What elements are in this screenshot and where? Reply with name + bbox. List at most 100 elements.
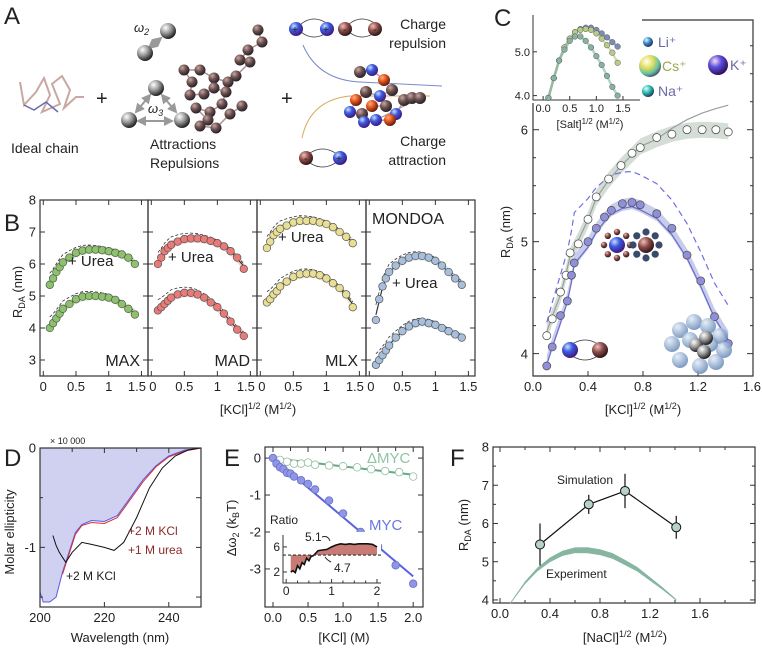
- data-point: [266, 237, 275, 246]
- data-point: [616, 161, 626, 170]
- subplot-label: MONDOA: [372, 211, 444, 228]
- y-tick-label: 7: [29, 225, 36, 240]
- x-tick-label: 0.0: [491, 606, 509, 621]
- data-point: [617, 199, 627, 208]
- y-tick-label: 6: [521, 123, 528, 138]
- data-point: [324, 461, 334, 470]
- data-point: [635, 200, 645, 210]
- plot-frame: [39, 447, 202, 608]
- panel-d-y-multiplier: × 10 000: [50, 436, 85, 446]
- panel-f-chart: 0.0 0.4 0.8 1.2 1.6 4 5 6 7 8: [482, 440, 756, 621]
- data-point: [593, 53, 600, 60]
- x-tick-label: 0.5: [393, 379, 411, 394]
- data-point: [609, 49, 616, 56]
- contact-ion-pair-illustration: [562, 339, 608, 361]
- data-point: [583, 214, 593, 224]
- hydrated-ion-pair-illustration: [600, 228, 663, 262]
- data-point: [614, 92, 621, 99]
- panel-c-inset-x-axis-label: [Salt]1/2 (M1/2): [557, 117, 624, 131]
- data-point: [233, 325, 242, 334]
- myc-label: MYC: [369, 517, 403, 534]
- x-tick-label: 0.8: [591, 606, 609, 621]
- data-point: [710, 312, 719, 322]
- x-tick-label: 1.2: [641, 606, 659, 621]
- y-tick-label: 5: [29, 289, 36, 304]
- water-molecule: [622, 232, 630, 240]
- minus-charge: -: [343, 25, 346, 36]
- data-point: [58, 304, 68, 313]
- data-point: [556, 57, 563, 64]
- data-point: [572, 33, 579, 40]
- ratio-line: [290, 542, 378, 574]
- panel-b-x-axis-label: [KCl]1/2 (M1/2): [220, 401, 296, 417]
- x-tick-label: 2: [374, 584, 381, 598]
- data-point: [567, 270, 576, 280]
- charge-attraction-label-2: attraction: [388, 152, 446, 168]
- data-point: [431, 320, 440, 329]
- data-point: [550, 75, 557, 82]
- x-tick-label: 0.5: [175, 379, 193, 394]
- data-point: [408, 579, 418, 588]
- data-point: [130, 259, 140, 269]
- panel-label-b: B: [4, 210, 20, 237]
- data-point: [711, 125, 721, 135]
- data-point: [213, 303, 222, 312]
- water-molecule: [716, 342, 732, 358]
- bead: [222, 76, 234, 88]
- x-tick-label: 0.5: [284, 379, 302, 394]
- data-point: [381, 274, 390, 283]
- x-tick-label: 220: [94, 610, 116, 625]
- spectrum-line: [62, 447, 202, 575]
- data-point: [593, 30, 600, 37]
- simulation-point: [671, 522, 682, 533]
- bead: [252, 24, 264, 36]
- panel-d-chart: 200 220 240 0 -1: [24, 441, 202, 625]
- data-point: [282, 277, 291, 286]
- data-point: [457, 280, 466, 289]
- y-tick-label: 4.0: [515, 91, 530, 103]
- data-point: [451, 274, 460, 283]
- x-tick-label: 2.0: [404, 610, 422, 625]
- data-point: [582, 25, 589, 33]
- ion-legend: Li⁺ Cs⁺ Na⁺ K⁺: [639, 34, 747, 99]
- plus-charge: +: [323, 25, 329, 36]
- data-point: [652, 133, 662, 142]
- omega2-label: ω2: [134, 20, 149, 37]
- bead: [230, 70, 242, 82]
- water-molecule: [642, 254, 650, 262]
- data-point: [437, 323, 447, 333]
- ratio-inset: 0 1 2 2 6: [273, 532, 381, 598]
- data-point: [696, 276, 706, 286]
- data-point: [166, 240, 176, 249]
- data-point: [226, 317, 235, 326]
- data-point: [166, 293, 176, 302]
- data-point: [565, 248, 575, 258]
- data-point: [384, 267, 394, 277]
- data-point: [262, 243, 272, 253]
- panel-label-e: E: [224, 445, 240, 472]
- x-tick-label: 1: [323, 379, 330, 394]
- data-point: [348, 303, 357, 312]
- bead: [366, 100, 378, 112]
- data-point: [157, 253, 166, 262]
- confidence-band: [546, 121, 729, 340]
- data-point: [338, 509, 348, 518]
- simulation-point: [535, 539, 545, 550]
- k-ion-icon: [708, 55, 728, 75]
- bead: [384, 114, 396, 126]
- data-point: [124, 253, 133, 262]
- water-cluster-illustration: [664, 314, 732, 374]
- water-molecule: [692, 358, 708, 374]
- water-molecule: [613, 228, 621, 236]
- data-point: [603, 34, 611, 41]
- plot-frame: [264, 446, 424, 608]
- bead: [414, 92, 426, 104]
- subplot-label: MAD: [214, 353, 250, 370]
- data-point: [562, 296, 572, 306]
- bead: [244, 56, 256, 68]
- water-molecule: [651, 232, 659, 240]
- bead: [370, 114, 382, 126]
- charge-repulsion-label-2: repulsion: [389, 35, 446, 51]
- x-tick-label: 1.5: [237, 379, 255, 394]
- x-tick-label: 1.0: [589, 103, 604, 115]
